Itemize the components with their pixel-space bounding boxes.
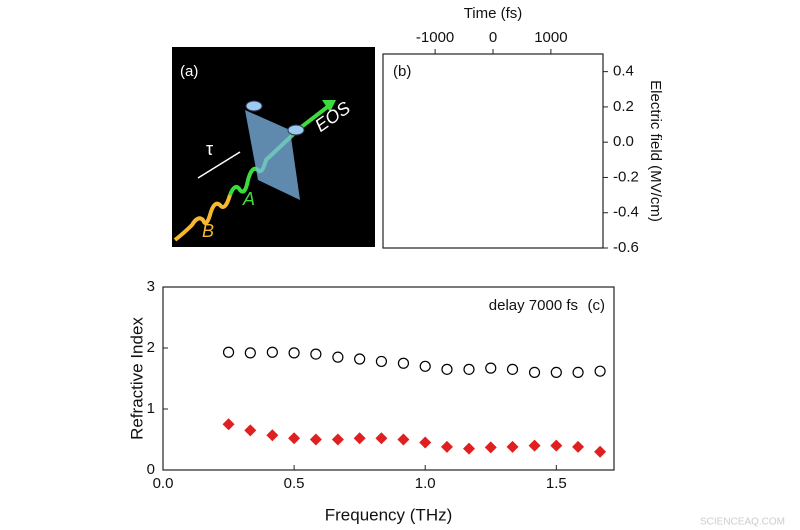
diamond-point <box>550 439 563 452</box>
tau-label: τ <box>206 139 213 159</box>
diamond-point <box>309 433 322 446</box>
y-tick-label: 3 <box>147 278 155 295</box>
x-axis-label: Frequency (THz) <box>325 505 453 524</box>
y-axis-label: Electric field (MV/cm) <box>647 80 664 222</box>
panel-label: (a) <box>180 63 198 80</box>
diamond-point <box>222 418 235 431</box>
diamond-point <box>331 433 344 446</box>
x-tick-label: 0.0 <box>153 475 174 492</box>
diamond-point <box>462 442 475 455</box>
y-tick-label: -0.4 <box>613 204 639 221</box>
diamond-point <box>353 432 366 445</box>
pulse-a-label: A <box>242 189 255 209</box>
panel-label: (b) <box>393 63 411 80</box>
x-tick-label: 1000 <box>534 29 567 46</box>
diamond-point <box>506 440 519 453</box>
circle-point <box>397 357 410 369</box>
circle-point <box>485 362 497 374</box>
y-tick-label: 0.4 <box>613 63 634 80</box>
diamond-point <box>288 432 301 445</box>
diamond-point <box>484 441 497 454</box>
x-axis-label: Time (fs) <box>464 5 523 22</box>
circle-point <box>463 363 475 375</box>
circle-point <box>354 353 366 365</box>
circle-point <box>244 347 256 359</box>
y-tick-label: -0.2 <box>613 168 639 185</box>
circle-point <box>506 363 519 375</box>
y-tick-label: 2 <box>147 339 155 356</box>
pulse-b <box>173 194 232 242</box>
circle-point <box>288 347 300 359</box>
delay-arrow <box>197 151 241 179</box>
diamond-point <box>244 424 257 437</box>
crystal <box>245 110 300 200</box>
circle-point <box>310 348 322 360</box>
crystal-top <box>245 100 263 112</box>
x-tick-label: 0.5 <box>284 475 305 492</box>
y-tick-label: 1 <box>147 400 155 417</box>
diamond-point <box>419 436 432 449</box>
y-axis-label: Refractive Index <box>127 317 146 440</box>
y-tick-label: -0.6 <box>613 239 639 256</box>
circle-point <box>594 365 606 377</box>
diamond-point <box>594 445 607 458</box>
circle-point <box>572 366 584 378</box>
x-tick-label: 1.0 <box>415 475 436 492</box>
circle-point <box>222 346 235 358</box>
diamond-point <box>572 440 585 453</box>
x-tick-label: -1000 <box>416 29 454 46</box>
panel-label: (c) <box>588 297 606 314</box>
diamond-point <box>528 439 541 452</box>
watermark: SCIENCEAQ.COM <box>700 517 785 528</box>
circle-point <box>332 351 344 363</box>
arrow-head <box>322 100 336 112</box>
circle-point <box>419 360 431 372</box>
y-tick-label: 0.2 <box>613 98 634 115</box>
circle-point <box>528 366 541 378</box>
circle-point <box>375 355 388 368</box>
plot-frame <box>162 286 615 471</box>
circle-point <box>550 366 562 378</box>
diamond-point <box>397 433 410 446</box>
diamond-point <box>440 440 453 453</box>
plot-frame <box>382 53 604 249</box>
x-tick-label: 1.5 <box>546 475 567 492</box>
circle-point <box>441 363 453 375</box>
y-tick-label: 0 <box>147 461 155 478</box>
panel-a: (a) τ EOS A B <box>172 47 375 247</box>
circle-point <box>266 346 278 358</box>
x-tick-label: 0 <box>489 29 497 46</box>
pulse-b-label: B <box>202 221 214 241</box>
diamond-point <box>266 429 279 442</box>
diamond-point <box>375 432 388 445</box>
annotation: delay 7000 fs <box>489 297 578 314</box>
y-tick-label: 0.0 <box>613 133 634 150</box>
crystal-top <box>287 124 305 136</box>
